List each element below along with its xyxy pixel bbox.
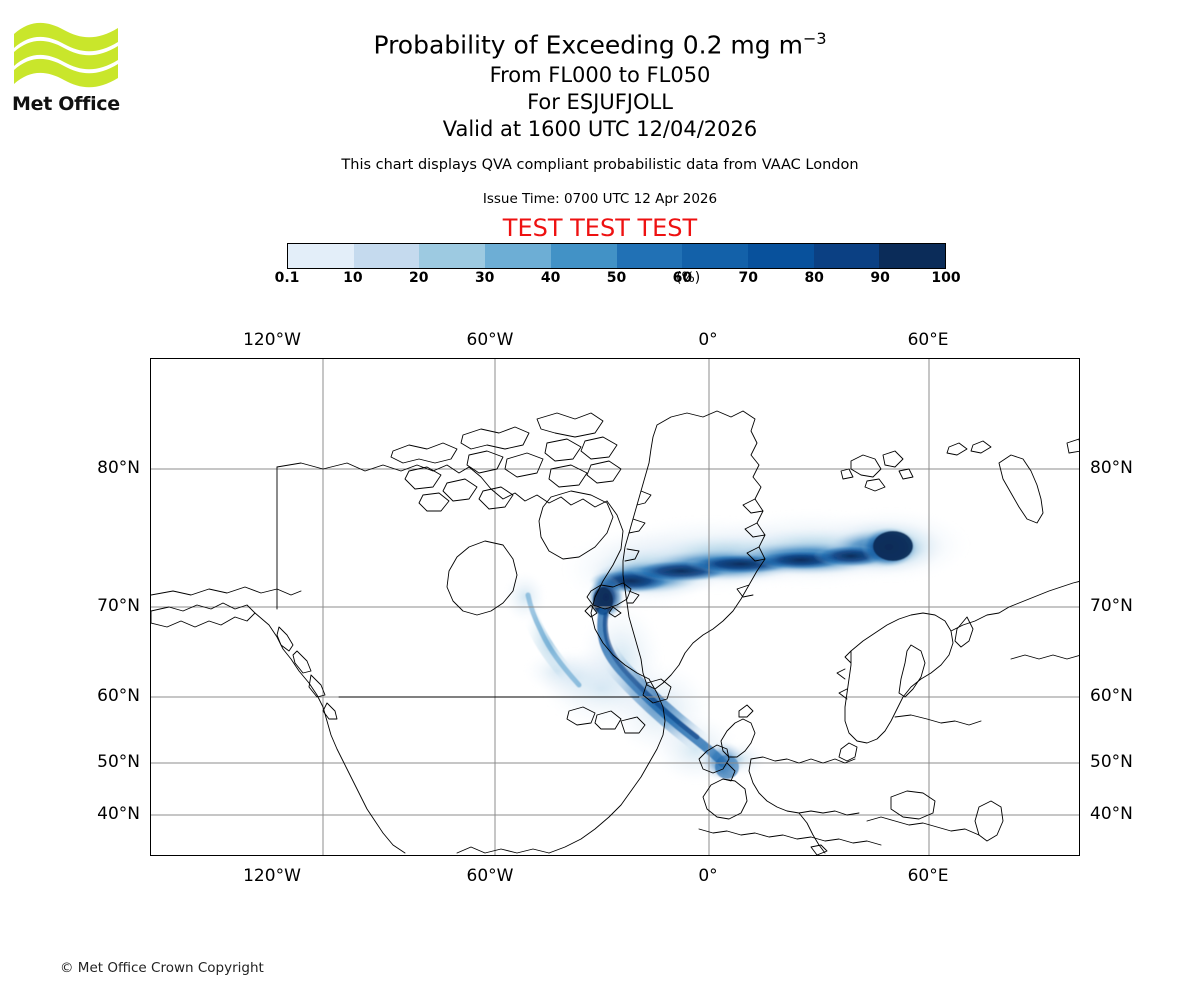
colorbar-tick-40: 40 <box>540 270 561 286</box>
lon-label-bottom-1: 60°W <box>466 866 514 886</box>
colorbar-swatch-4 <box>550 244 617 268</box>
lat-label-left-3: 50°N <box>97 752 140 772</box>
probability-colorbar: 0.1 10 20 30 40 50 60 70 80 90 100 <box>275 243 961 286</box>
coastlines <box>151 410 1079 855</box>
lat-label-right-2: 60°N <box>1090 686 1133 706</box>
colorbar-tick-0.1: 0.1 <box>274 270 300 286</box>
colorbar-swatch-7 <box>747 244 814 268</box>
page-title: Probability of Exceeding 0.2 mg m−3 <box>0 22 1200 62</box>
lat-label-right-1: 70°N <box>1090 596 1133 616</box>
met-office-logo-text: Met Office <box>12 93 120 115</box>
lat-label-right-0: 80°N <box>1090 458 1133 478</box>
colorbar-tick-70: 70 <box>738 270 759 286</box>
colorbar-unit-label: (%) <box>676 270 701 286</box>
colorbar-swatch-2 <box>419 244 486 268</box>
lon-label-top-1: 60°W <box>466 330 514 350</box>
colorbar-swatch-8 <box>813 244 880 268</box>
colorbar-tick-90: 90 <box>870 270 890 286</box>
colorbar-tick-80: 80 <box>804 270 824 286</box>
volcano-line: For ESJUFJOLL <box>527 90 673 115</box>
lon-label-top-2: 0° <box>698 330 718 350</box>
flight-level-line: From FL000 to FL050 <box>489 63 711 88</box>
colorbar-swatch-3 <box>485 244 551 268</box>
colorbar-swatch-0 <box>288 244 354 268</box>
colorbar-tick-60: 60 <box>672 270 693 286</box>
colorbar-swatch-1 <box>353 244 420 268</box>
map-plot-area: 120°W 60°W 0° 60°E 120°W 60°W 0° 60°E 80… <box>97 330 1133 886</box>
page-title-exponent: −3 <box>802 29 827 48</box>
ash-probability-field <box>503 507 971 785</box>
lon-label-top-3: 60°E <box>907 330 949 350</box>
met-office-wave-mark <box>14 22 118 88</box>
lon-label-bottom-2: 0° <box>698 866 718 886</box>
colorbar-tick-20: 20 <box>409 270 429 286</box>
colorbar-tick-50: 50 <box>606 270 627 286</box>
colorbar-tick-10: 10 <box>343 270 363 286</box>
map-graticule <box>151 359 1079 855</box>
copyright-notice: © Met Office Crown Copyright <box>60 960 264 976</box>
map-canvas <box>151 359 1079 855</box>
colorbar-tick-30: 30 <box>474 270 495 286</box>
lat-label-left-1: 70°N <box>97 596 140 616</box>
lon-label-bottom-0: 120°W <box>243 866 301 886</box>
colorbar-swatches <box>287 243 946 269</box>
valid-time-line: Valid at 1600 UTC 12/04/2026 <box>442 117 758 142</box>
lon-label-bottom-3: 60°E <box>907 866 949 886</box>
chart-title-block: Probability of Exceeding 0.2 mg m−3 From… <box>0 22 1200 143</box>
colorbar-tick-labels: 0.1 10 20 30 40 50 60 70 80 90 100 <box>275 270 961 290</box>
lat-label-left-2: 60°N <box>97 686 140 706</box>
qva-note: This chart displays QVA compliant probab… <box>341 157 859 173</box>
met-office-logo: Met Office <box>12 18 122 118</box>
lon-label-top-0: 120°W <box>243 330 301 350</box>
colorbar-swatch-5 <box>616 244 683 268</box>
lat-label-left-0: 80°N <box>97 458 140 478</box>
page-title-text: Probability of Exceeding 0.2 mg m <box>373 30 803 60</box>
colorbar-swatch-6 <box>682 244 748 268</box>
lat-label-left-4: 40°N <box>97 804 140 824</box>
lat-label-right-3: 50°N <box>1090 752 1133 772</box>
issue-time: Issue Time: 0700 UTC 12 Apr 2026 <box>482 191 718 207</box>
colorbar-swatch-9 <box>879 244 946 268</box>
lat-label-right-4: 40°N <box>1090 804 1133 824</box>
test-banner: TEST TEST TEST <box>502 214 698 242</box>
colorbar-tick-100: 100 <box>931 270 961 286</box>
map-frame <box>150 358 1080 856</box>
